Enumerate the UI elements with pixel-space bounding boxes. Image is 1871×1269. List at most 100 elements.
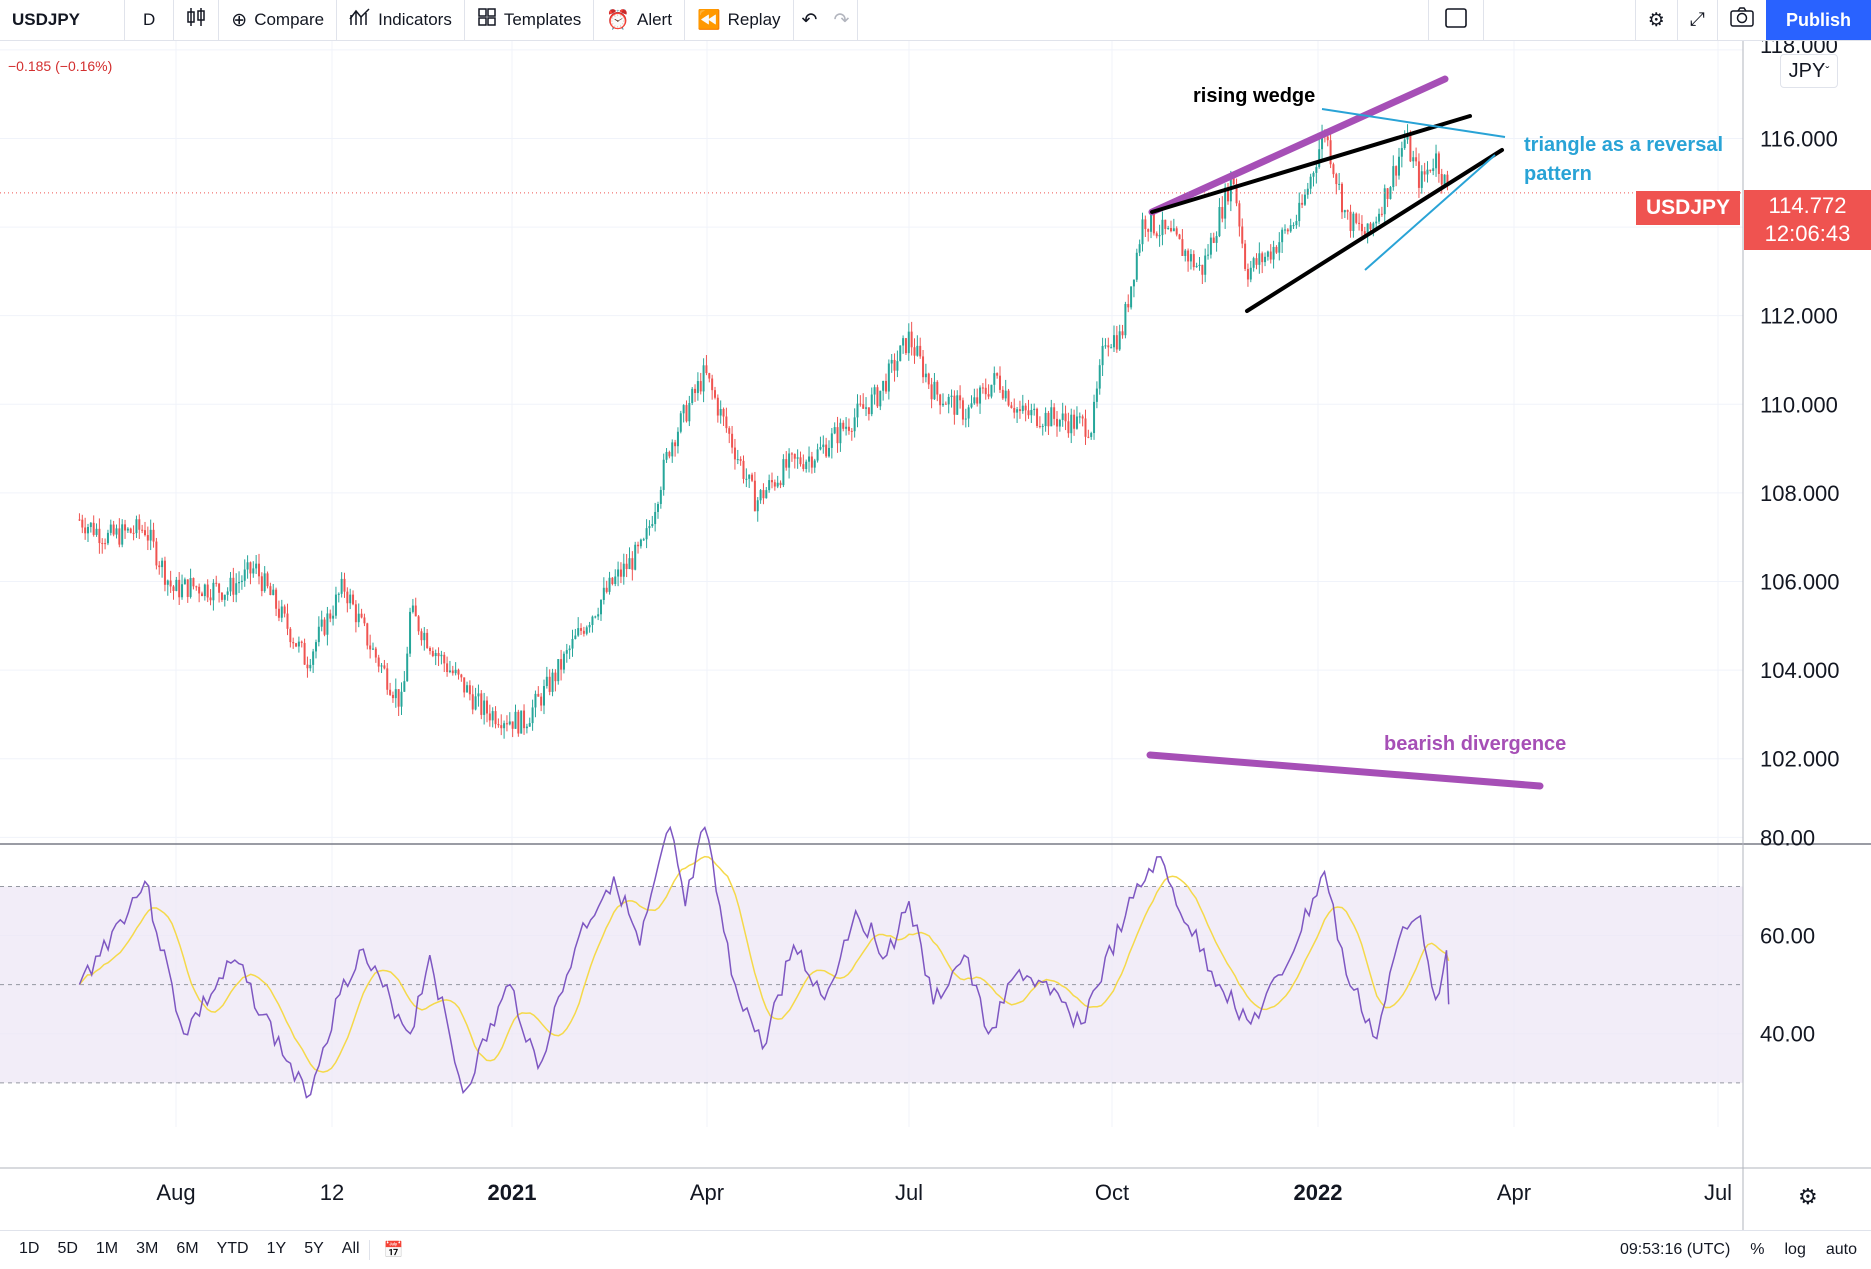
interval-button[interactable]: D <box>125 0 175 40</box>
candle-body <box>1132 279 1135 287</box>
log-toggle[interactable]: log <box>1784 1241 1806 1258</box>
candle-body <box>1315 167 1318 173</box>
candle-body <box>1130 286 1133 308</box>
candle-body <box>990 384 993 397</box>
candle-body <box>183 579 186 585</box>
candle-body <box>1195 265 1198 268</box>
auto-toggle[interactable]: auto <box>1825 1241 1857 1258</box>
candle-body <box>694 388 697 394</box>
candle-body <box>203 584 206 597</box>
time-axis-labels: Aug 12 2021 Apr Jul Oct 2022 Apr Jul <box>156 1180 1732 1205</box>
layout-button[interactable] <box>1428 0 1484 40</box>
currency-selector[interactable]: JPY ˇ <box>1780 54 1838 88</box>
candle-body <box>1152 212 1155 234</box>
candle-body <box>514 711 517 729</box>
candle-body <box>913 347 916 356</box>
candle-body <box>731 433 734 448</box>
candle-body <box>998 375 1001 390</box>
percent-toggle[interactable]: % <box>1750 1241 1765 1258</box>
templates-button[interactable]: Templates <box>465 0 595 40</box>
time-axis-gear-icon[interactable]: ⚙ <box>1798 1184 1818 1209</box>
candle-body <box>562 653 565 670</box>
last-price-badge: 114.772 12:06:43 <box>1744 190 1871 250</box>
range-1m[interactable]: 1M <box>95 1240 119 1257</box>
candle-body <box>346 591 349 604</box>
candle-body <box>745 478 748 480</box>
candle-body <box>352 594 355 605</box>
candle-body <box>511 721 514 729</box>
candle-body <box>873 387 876 395</box>
time-tick-label: Jul <box>1704 1180 1732 1205</box>
candle-body <box>1375 221 1378 224</box>
range-1d[interactable]: 1D <box>19 1240 40 1257</box>
candle-body <box>950 395 953 397</box>
candle-body <box>1426 169 1429 175</box>
range-all[interactable]: All <box>341 1240 360 1257</box>
undo-button[interactable]: ↶ <box>794 0 826 40</box>
candle-body <box>602 587 605 600</box>
candle-body <box>716 397 719 416</box>
rsi-tick-label: 40.00 <box>1760 1022 1815 1047</box>
candles-icon <box>186 6 206 34</box>
candle-body <box>314 642 317 652</box>
snapshot-button[interactable] <box>1716 0 1766 40</box>
candle-body <box>557 659 560 682</box>
chart-type-button[interactable] <box>174 0 220 40</box>
candle-body <box>910 331 913 348</box>
range-ytd[interactable]: YTD <box>216 1240 249 1257</box>
bar-countdown: 12:06:43 <box>1764 221 1851 246</box>
candle-body <box>485 700 488 714</box>
replay-label: Replay <box>727 10 781 29</box>
clock-time[interactable]: 09:53:16 (UTC) <box>1620 1241 1731 1258</box>
candle-body <box>463 677 466 693</box>
indicators-button[interactable]: Indicators <box>337 0 465 40</box>
candle-body <box>1093 401 1096 434</box>
candle-body <box>306 664 309 669</box>
candle-body <box>380 665 383 667</box>
candle-body <box>1386 188 1389 199</box>
candle-body <box>836 427 839 444</box>
candle-body <box>816 449 819 461</box>
candle-body <box>847 426 850 431</box>
range-6m[interactable]: 6M <box>176 1240 199 1257</box>
candle-body <box>1249 267 1252 280</box>
candle-body <box>420 631 423 641</box>
settings-button[interactable]: ⚙ <box>1634 0 1677 40</box>
candle-body <box>642 539 645 541</box>
symbol-search-button[interactable]: USDJPY <box>0 0 125 40</box>
candle-body <box>733 447 736 460</box>
candle-body <box>617 569 620 577</box>
candle-body <box>705 365 708 374</box>
alert-button[interactable]: ⏰ Alert <box>594 0 685 40</box>
candle-body <box>867 407 870 415</box>
candle-body <box>1070 414 1073 434</box>
candle-body <box>1036 408 1039 427</box>
range-1y[interactable]: 1Y <box>266 1240 287 1257</box>
candle-body <box>1027 410 1030 416</box>
range-3m[interactable]: 3M <box>136 1240 159 1257</box>
candle-body <box>825 444 828 457</box>
candle-body <box>753 480 756 512</box>
candle-body <box>269 586 272 596</box>
candle-body <box>711 378 714 391</box>
triangle-label-line1: triangle as a reversal <box>1524 134 1723 156</box>
candle-body <box>186 579 189 597</box>
chart-canvas[interactable]: 102.000 104.000 106.000 108.000 110.000 112.0… <box>0 41 1871 1230</box>
candle-body <box>440 654 443 657</box>
go-to-date-calendar-icon[interactable]: 📅 <box>368 1240 413 1260</box>
redo-button[interactable]: ↷ <box>825 0 859 40</box>
candle-body <box>799 457 802 465</box>
candle-body <box>879 390 882 407</box>
candle-body <box>480 693 483 715</box>
replay-button[interactable]: ⏪ Replay <box>685 0 794 40</box>
fullscreen-button[interactable]: ⤢ <box>1676 0 1717 40</box>
compare-button[interactable]: ⊕ Compare <box>219 0 338 40</box>
candle-body <box>1224 187 1227 219</box>
time-tick-label: Jul <box>895 1180 923 1205</box>
candle-body <box>1033 408 1036 410</box>
candle-body <box>1209 237 1212 255</box>
range-5y[interactable]: 5Y <box>304 1240 324 1257</box>
publish-button[interactable]: Publish <box>1765 0 1871 40</box>
range-5d[interactable]: 5D <box>57 1240 78 1257</box>
time-tick-label: 2021 <box>488 1180 537 1205</box>
